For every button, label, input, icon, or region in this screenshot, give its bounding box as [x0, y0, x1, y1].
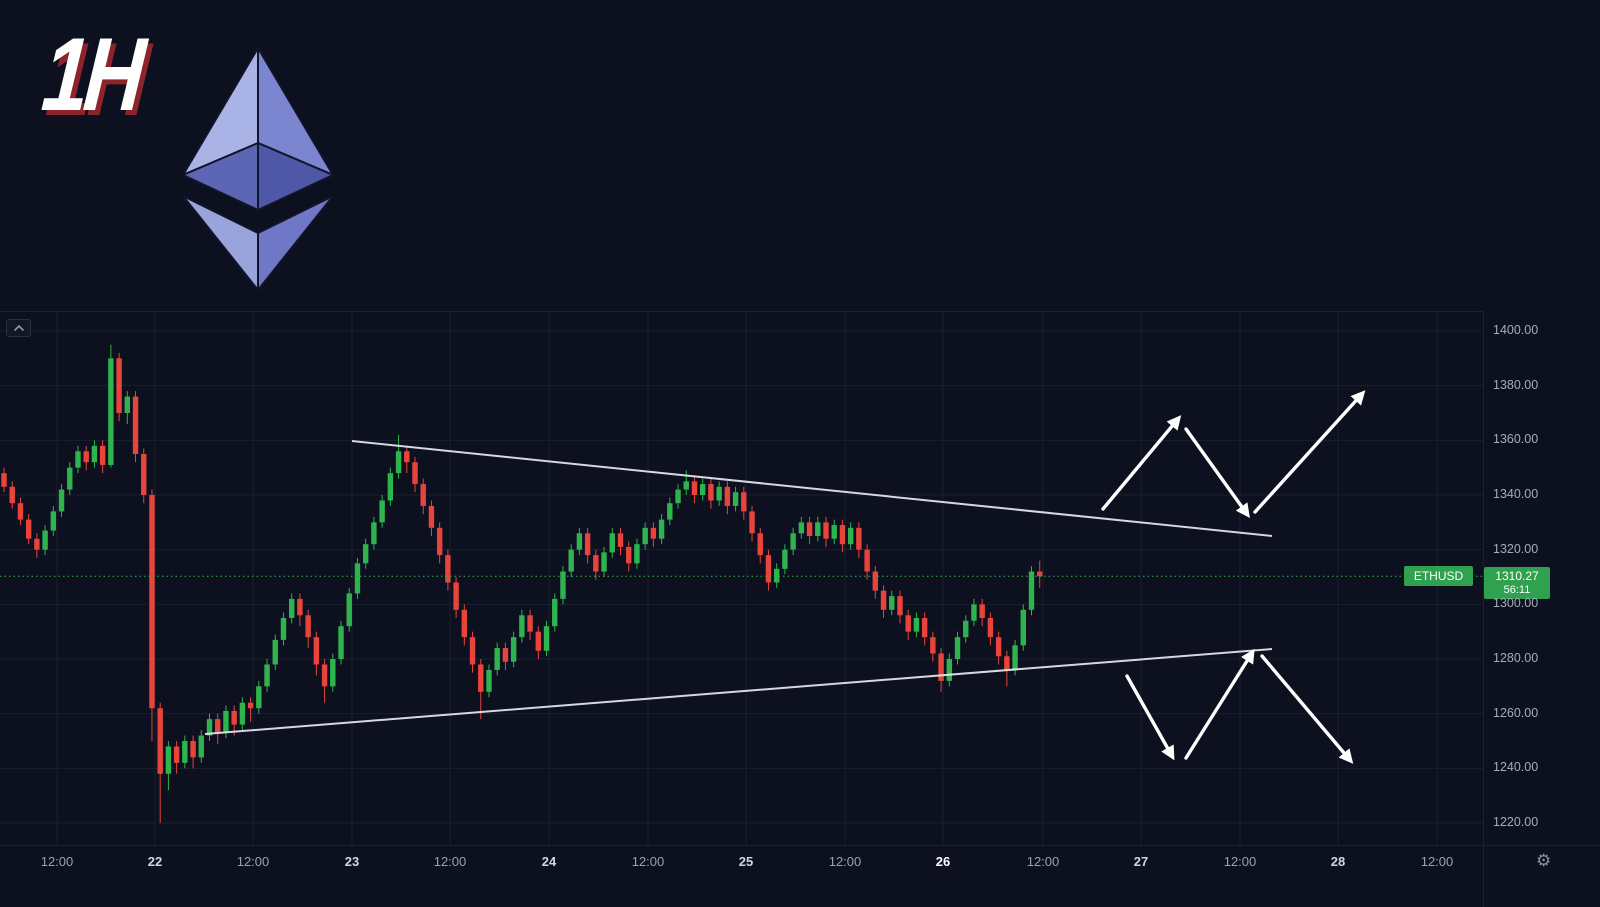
time-axis-label: 12:00: [40, 854, 74, 869]
price-axis-label: 1220.00: [1493, 815, 1539, 829]
price-axis-label: 1260.00: [1493, 705, 1539, 720]
time-axis-label: 22: [147, 854, 163, 869]
chart-pane[interactable]: ETHUSD: [0, 311, 1483, 846]
time-axis-label: 12:00: [631, 854, 665, 869]
price-axis-label: 1360.00: [1493, 432, 1539, 447]
time-axis-label: 24: [541, 854, 557, 869]
symbol-badge: ETHUSD: [1404, 566, 1473, 587]
candlestick-chart: [0, 312, 1483, 846]
ethereum-logo: [183, 48, 333, 290]
time-axis-label: 27: [1133, 854, 1149, 869]
time-axis-label: 12:00: [433, 854, 467, 869]
price-axis-label: 1280.00: [1493, 651, 1539, 665]
price-axis-label: 1320.00: [1493, 541, 1539, 556]
last-price-badge: 1310.27 56:11: [1484, 567, 1550, 600]
price-axis-label: 1340.00: [1493, 487, 1539, 501]
time-axis-label: 12:00: [1420, 854, 1454, 869]
price-axis[interactable]: 1310.27 56:11 1400.00 1380.00 1360.00 1340.…: [1483, 311, 1600, 845]
time-axis-label: 12:00: [236, 854, 270, 869]
time-axis-label: 23: [344, 854, 360, 869]
banner: 1H: [0, 0, 1600, 311]
time-axis[interactable]: 12:00 22 12:00 23 12:00 24 12:00 25 12:00 26 12:00…: [0, 845, 1483, 907]
bar-countdown: 56:11: [1503, 584, 1531, 597]
price-axis-label: 1240.00: [1493, 760, 1539, 775]
chevron-up-icon: [13, 325, 24, 331]
last-price: 1310.27: [1495, 569, 1539, 584]
gear-icon[interactable]: ⚙: [1536, 851, 1552, 870]
time-axis-label: 25: [738, 854, 754, 869]
price-axis-label: 1300.00: [1493, 596, 1539, 611]
price-axis-label: 1380.00: [1493, 377, 1539, 392]
time-axis-label: 12:00: [1223, 854, 1257, 869]
time-axis-label: 12:00: [828, 854, 862, 869]
collapse-pane-button[interactable]: [6, 319, 31, 337]
timeframe-label: 1H: [38, 17, 145, 133]
time-axis-label: 12:00: [1026, 854, 1060, 869]
axis-corner: ⚙: [1483, 845, 1600, 907]
price-axis-label: 1400.00: [1493, 323, 1539, 337]
time-axis-label: 26: [935, 854, 951, 869]
time-axis-label: 28: [1330, 854, 1346, 869]
